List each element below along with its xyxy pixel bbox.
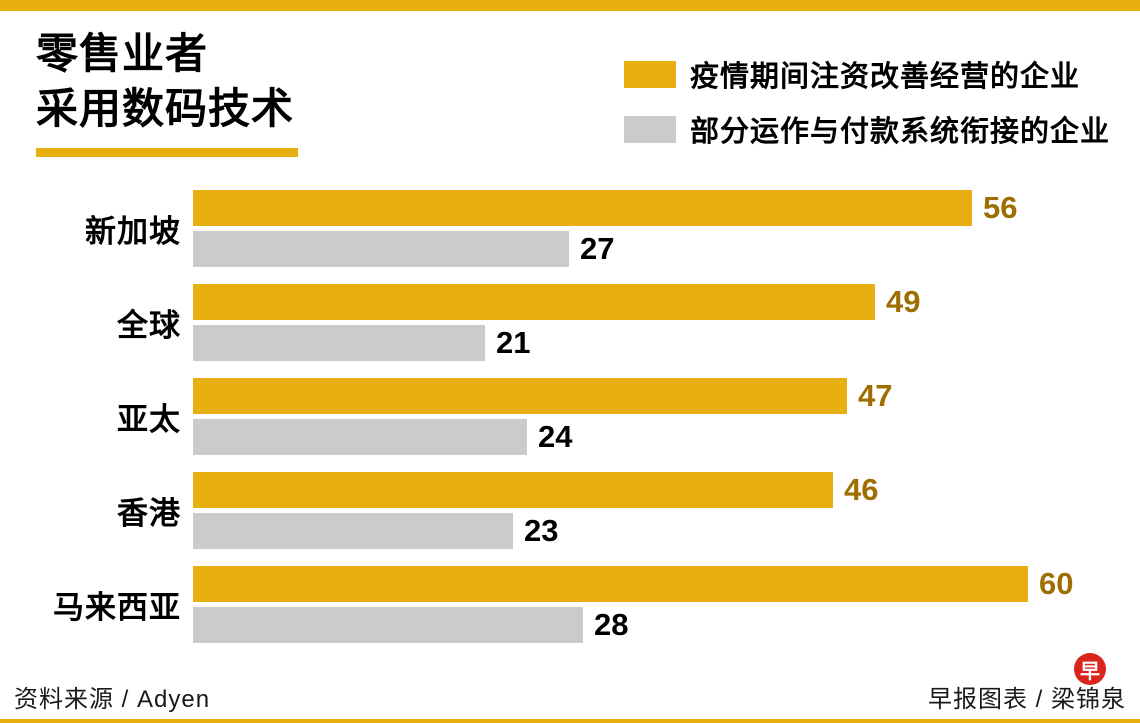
bar-row: 21 [193, 325, 1140, 361]
source-credit: 资料来源 / Adyen [14, 686, 211, 713]
bar-row: 56 [193, 190, 1140, 226]
bar-row: 24 [193, 419, 1140, 455]
legend-label: 疫情期间注资改善经营的企业 [689, 61, 1080, 93]
legend-label: 部分运作与付款系统衔接的企业 [689, 116, 1110, 148]
legend-swatch-gray [623, 115, 676, 143]
bar-gray [193, 325, 485, 361]
bar-yellow [193, 284, 875, 320]
legend-swatch-gold [623, 60, 676, 88]
bar-yellow [193, 472, 833, 508]
page-title: 零售业者 采用数码技术 [36, 27, 299, 163]
bar-yellow [193, 190, 972, 226]
category-label: 新加坡 [85, 214, 181, 249]
value-label: 46 [844, 472, 879, 507]
bar-row: 23 [193, 513, 1140, 549]
value-label: 60 [1039, 566, 1074, 601]
bar-row: 49 [193, 284, 1140, 320]
bar-track-group: 46 23 [193, 472, 1140, 549]
category-label: 香港 [117, 496, 181, 531]
category-label: 亚太 [117, 402, 181, 437]
bottom-accent-rule [0, 719, 1140, 723]
title-line-1: 零售业者 [36, 30, 209, 77]
bar-row: 46 [193, 472, 1140, 508]
bar-row: 60 [193, 566, 1140, 602]
bar-row: 28 [193, 607, 1140, 643]
value-label: 21 [496, 325, 531, 360]
bar-chart: 新加坡 56 27 全球 49 21 亚太 47 24 香港 46 23 马来西亚 60 28 [0, 190, 1140, 660]
chart-group: 全球 49 21 [0, 284, 1140, 361]
bar-gray [193, 231, 569, 267]
value-label: 24 [538, 419, 573, 454]
bar-row: 47 [193, 378, 1140, 414]
top-accent-rule [0, 0, 1140, 11]
chart-group: 香港 46 23 [0, 472, 1140, 549]
title-line-2: 采用数码技术 [36, 82, 299, 158]
value-label: 23 [524, 513, 559, 548]
bar-track-group: 49 21 [193, 284, 1140, 361]
legend-item-invested: 疫情期间注资改善经营的企业 [623, 53, 1110, 95]
value-label: 27 [580, 231, 615, 266]
chart-group: 亚太 47 24 [0, 378, 1140, 455]
value-label: 49 [886, 284, 921, 319]
chart-legend: 疫情期间注资改善经营的企业 部分运作与付款系统衔接的企业 [623, 53, 1110, 163]
bar-gray [193, 419, 527, 455]
value-label: 56 [983, 190, 1018, 225]
author-credit: 早报图表 / 梁锦泉 [927, 686, 1126, 713]
bar-track-group: 47 24 [193, 378, 1140, 455]
value-label: 47 [858, 378, 893, 413]
category-label: 马来西亚 [53, 590, 181, 625]
chart-footer: 资料来源 / Adyen 早报图表 / 梁锦泉 [14, 679, 1126, 714]
bar-yellow [193, 566, 1028, 602]
bar-track-group: 60 28 [193, 566, 1140, 643]
bar-row: 27 [193, 231, 1140, 267]
legend-item-payment-linked: 部分运作与付款系统衔接的企业 [623, 108, 1110, 150]
chart-header: 零售业者 采用数码技术 疫情期间注资改善经营的企业 部分运作与付款系统衔接的企业 [0, 11, 1140, 163]
chart-group: 马来西亚 60 28 [0, 566, 1140, 643]
bar-gray [193, 513, 513, 549]
bar-track-group: 56 27 [193, 190, 1140, 267]
category-label: 全球 [117, 308, 181, 343]
zaobao-logo: 早 [1074, 653, 1106, 685]
value-label: 28 [594, 607, 629, 642]
chart-group: 新加坡 56 27 [0, 190, 1140, 267]
bar-yellow [193, 378, 847, 414]
bar-gray [193, 607, 583, 643]
